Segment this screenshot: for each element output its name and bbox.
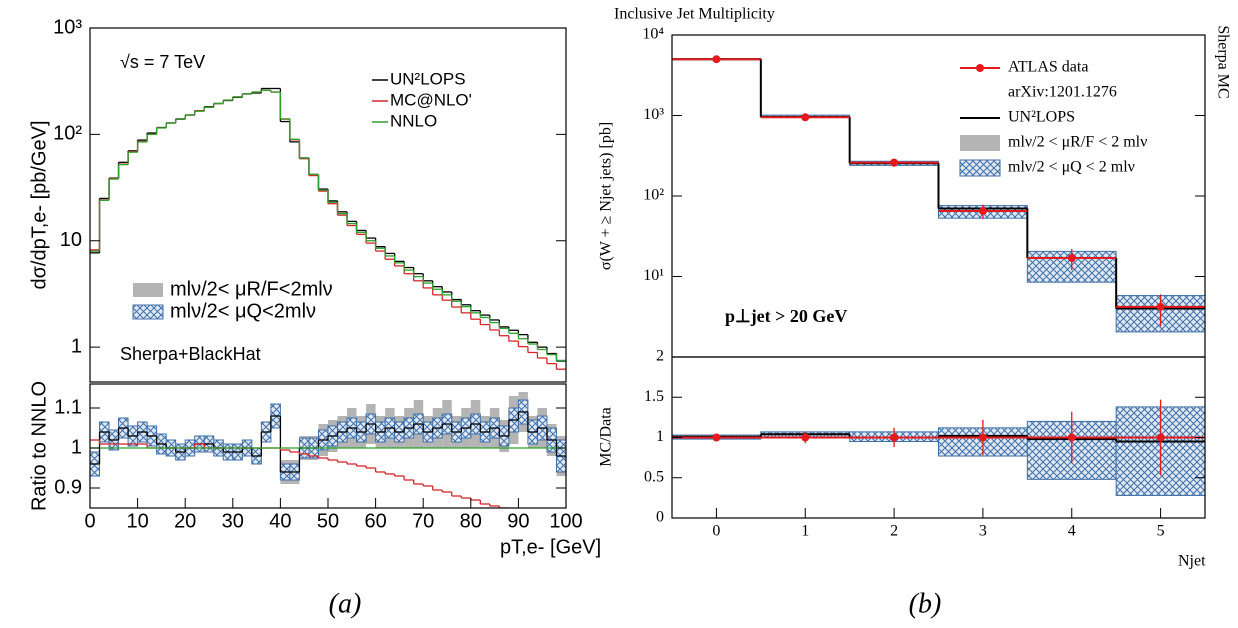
annotation: √s = 7 TeV [120,52,205,72]
x-tick-label: 50 [317,510,339,532]
x-tick-label: 100 [549,510,582,532]
x-axis-label: Njet [1178,553,1206,570]
data-point [978,433,987,442]
legend-swatch [133,283,163,297]
caption: (a) [329,588,362,619]
x-tick-label: 90 [507,510,529,532]
y-tick-label: 10⁴ [642,26,664,43]
legend-swatch [960,135,1000,151]
y-tick-label: 10² [53,123,82,145]
legend-label: mlν/2< μR/F<2mlν [170,278,333,300]
side-label: Sherpa MC [1214,25,1231,98]
y-tick-label: 1.1 [54,396,82,418]
legend-label: mlν/2 < μQ < 2 mlν [1008,159,1135,176]
annotation: p⊥jet > 20 GeV [725,306,847,326]
y-tick-label: 2 [656,348,664,365]
step-riser [98,90,558,361]
data-point [1067,433,1076,442]
x-tick-label: 20 [174,510,196,532]
x-tick-label: 30 [222,510,244,532]
x-tick-label: 4 [1068,523,1076,540]
legend-label: mlν/2 < μR/F < 2 mlν [1008,134,1147,151]
y-tick-label: 0 [656,509,664,526]
y-tick-label: 1 [71,335,82,357]
panel: 1 10 10² 10³ dσ/dpT,e- [pb/GeV] √s = 7 TeV She… [28,16,567,383]
legend-label: UN²LOPS [390,69,466,88]
legend-swatch [959,159,1001,177]
panel: 10¹ 10² 10³ 10⁴ σ(W + ≥ Njet jets) [pb] Inclu… [598,6,1231,358]
legend-swatch [976,64,984,72]
y-tick-label: 0.5 [644,468,664,485]
data-point [1156,302,1165,311]
y-axis-label: Ratio to NNLO [28,381,50,511]
x-tick-label: 1 [801,523,809,540]
x-tick-label: 10 [126,510,148,532]
plot-area [672,399,1205,496]
frame [89,27,567,383]
x-tick-label: 0 [84,510,95,532]
panel: 0.9 1 1.1 0 10 20 30 40 50 60 70 80 90 100 Ratio to NN… [28,381,601,558]
data-point [712,55,721,64]
y-tick-label: 10¹ [643,267,664,284]
x-tick-label: 3 [979,523,987,540]
plot-area [90,87,566,370]
legend-note: arXiv:1201.1276 [1008,84,1117,101]
y-tick-label: 10² [643,187,664,204]
x-tick-label: 40 [269,510,291,532]
y-tick-label: 10³ [53,16,82,38]
legend-label: NNLO [390,111,437,130]
data-point [978,207,987,216]
data-point [801,433,810,442]
plot-area [90,392,566,508]
x-tick-label: 2 [890,523,898,540]
step-riser [98,88,558,362]
data-point [712,433,721,442]
y-axis-label: MC/Data [598,407,615,467]
step-riser [759,59,1118,309]
x-tick-label: 5 [1157,523,1165,540]
data-point [801,113,810,122]
x-axis-label: pT,e- [GeV] [500,536,601,558]
legend-label: mlν/2< μQ<2mlν [170,300,316,322]
legend-label: UN²LOPS [1008,109,1075,126]
legend-label: ATLAS data [1008,59,1088,76]
legend-label: MC@NLO' [390,90,472,109]
x-tick-label: 80 [460,510,482,532]
y-tick-label: 10 [60,229,82,251]
x-tick-label: 60 [364,510,386,532]
x-tick-label: 70 [412,510,434,532]
data-point [890,158,899,167]
y-tick-label: 1 [71,436,82,458]
data-point [1067,253,1076,262]
y-tick-label: 0.9 [54,476,82,498]
data-point [1156,433,1165,442]
panel: 0 0.5 1 1.5 2 0 1 2 3 4 5 MC/Data Njet [598,348,1206,570]
annotation: Sherpa+BlackHat [120,344,261,364]
x-tick-label: 0 [712,523,720,540]
legend-swatch [132,304,164,320]
caption: (b) [909,588,942,619]
y-tick-label: 1 [656,428,664,445]
plot-area [672,55,1205,333]
y-axis-label: dσ/dpT,e- [pb/GeV] [28,120,50,289]
y-axis-label: σ(W + ≥ Njet jets) [pb] [598,122,615,270]
step-riser [98,90,558,370]
y-tick-label: 1.5 [644,388,664,405]
y-tick-label: 10³ [643,106,664,123]
data-point [890,433,899,442]
chart-title: Inclusive Jet Multiplicity [614,6,775,23]
